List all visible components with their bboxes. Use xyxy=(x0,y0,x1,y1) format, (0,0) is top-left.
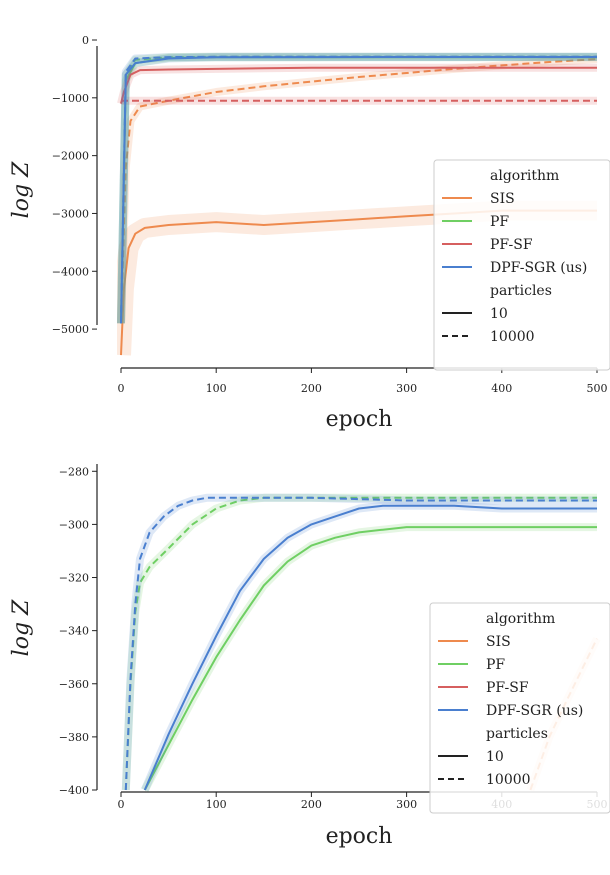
x-tick-label: 100 xyxy=(206,798,227,811)
legend-title-particles: particles xyxy=(486,726,548,742)
legend-entry: 10 xyxy=(486,749,504,765)
y-axis-label: log Z xyxy=(9,161,34,218)
legend-title-algorithm: algorithm xyxy=(490,168,559,184)
legend-entry: 10000 xyxy=(490,329,535,345)
series-line-dpf-sgr-us--10000 xyxy=(120,55,597,324)
legend-entry: PF-SF xyxy=(486,680,529,696)
x-tick-label: 400 xyxy=(491,382,512,395)
legend: algorithm SIS PF PF-SF DPF-SGR (us) particles… xyxy=(429,602,610,814)
y-axis-label: log Z xyxy=(9,599,34,656)
series-line-pf-10 xyxy=(143,526,597,791)
y-tick-label: −4000 xyxy=(52,265,89,278)
y-tick-label: −320 xyxy=(59,572,89,585)
y-tick-label: −2000 xyxy=(52,150,89,163)
chart-panel-2: −280−300−320−340−360−380−400010020030040… xyxy=(9,464,610,849)
y-tick-label: −380 xyxy=(59,731,89,744)
x-tick-label: 300 xyxy=(396,382,417,395)
y-tick-label: −280 xyxy=(59,465,89,478)
legend-entry: DPF-SGR (us) xyxy=(490,260,587,276)
series-line-dpf-sgr-us--10 xyxy=(143,504,597,791)
y-tick-label: −1000 xyxy=(52,92,89,105)
x-tick-label: 200 xyxy=(301,798,322,811)
series-line-dpf-sgr-us--10 xyxy=(120,56,597,324)
legend-entry: SIS xyxy=(486,634,511,650)
legend-entry: 10 xyxy=(490,306,508,322)
legend-entry: PF xyxy=(486,657,505,673)
y-tick-label: −5000 xyxy=(52,323,89,336)
series-line-sis-10000 xyxy=(120,58,598,324)
x-tick-label: 200 xyxy=(301,382,322,395)
series-line-dpf-sgr-us--10000 xyxy=(124,496,597,791)
chart-panel-1: 0 −1000 −2000 −3000 −4000 −5000 0 100 200 300 400 5… xyxy=(9,34,610,432)
x-axis-label: epoch xyxy=(326,824,393,849)
legend-title-particles: particles xyxy=(490,283,552,299)
legend-title-algorithm: algorithm xyxy=(486,611,555,627)
x-axis-label: epoch xyxy=(326,407,393,432)
y-tick-label: −3000 xyxy=(52,207,89,220)
x-tick-label: 300 xyxy=(396,798,417,811)
legend-entry: PF xyxy=(490,214,509,230)
y-tick-label: −300 xyxy=(59,518,89,531)
y-tick-label: −360 xyxy=(59,678,89,691)
legend-entry: PF-SF xyxy=(490,237,533,253)
legend-entry: 10000 xyxy=(486,772,531,788)
x-tick-label: 0 xyxy=(118,382,125,395)
series-line-pf-sf-10 xyxy=(120,66,597,104)
legend-box xyxy=(429,602,610,814)
x-tick-label: 500 xyxy=(587,382,608,395)
legend-box xyxy=(433,159,610,371)
legend: algorithm SIS PF PF-SF DPF-SGR (us) particles… xyxy=(433,159,610,371)
x-tick-label: 100 xyxy=(206,382,227,395)
x-tick-label: 0 xyxy=(118,798,125,811)
series-line-pf-10000 xyxy=(124,496,597,791)
legend-entry: DPF-SGR (us) xyxy=(486,703,583,719)
y-tick-label: 0 xyxy=(82,34,89,47)
y-tick-label: −400 xyxy=(59,784,89,797)
y-tick-label: −340 xyxy=(59,625,89,638)
legend-entry: SIS xyxy=(490,191,515,207)
